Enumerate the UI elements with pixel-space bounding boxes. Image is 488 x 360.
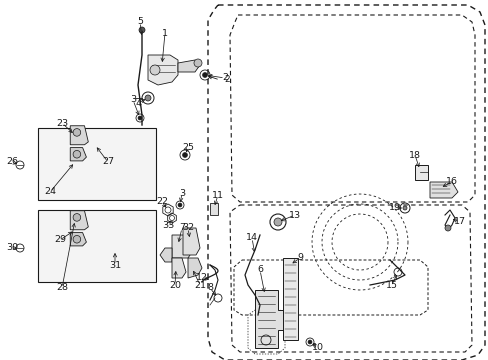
Text: 10: 10	[311, 343, 324, 352]
Polygon shape	[183, 228, 200, 255]
Text: 19: 19	[388, 203, 400, 212]
Polygon shape	[70, 211, 88, 230]
Polygon shape	[70, 148, 86, 161]
Text: 3: 3	[179, 189, 184, 198]
Polygon shape	[148, 55, 178, 85]
Circle shape	[145, 95, 151, 101]
Polygon shape	[254, 290, 285, 348]
Text: 11: 11	[212, 190, 224, 199]
Text: 33: 33	[162, 220, 174, 230]
Circle shape	[194, 59, 202, 67]
Text: 12: 12	[196, 274, 207, 283]
Text: 22: 22	[156, 198, 168, 207]
Text: 23: 23	[56, 118, 68, 127]
Text: 7: 7	[179, 224, 184, 233]
Text: 16: 16	[445, 177, 457, 186]
Text: 6: 6	[257, 266, 263, 274]
Polygon shape	[70, 126, 88, 145]
Text: 15: 15	[385, 280, 397, 289]
Text: 13: 13	[288, 211, 301, 220]
Text: 2: 2	[222, 73, 227, 82]
Circle shape	[178, 203, 182, 207]
Text: 3: 3	[130, 95, 136, 104]
Circle shape	[444, 225, 450, 231]
Circle shape	[73, 129, 81, 136]
Polygon shape	[70, 233, 86, 246]
Text: 2: 2	[224, 76, 229, 85]
Text: 26: 26	[6, 158, 18, 166]
Text: 27: 27	[102, 158, 114, 166]
Text: 29: 29	[54, 235, 66, 244]
Text: 18: 18	[408, 150, 420, 159]
Polygon shape	[178, 60, 200, 72]
Bar	[38, 210, 156, 282]
Circle shape	[273, 218, 282, 226]
Text: 31: 31	[109, 261, 121, 270]
Polygon shape	[429, 182, 457, 198]
Polygon shape	[172, 258, 185, 278]
Circle shape	[73, 150, 81, 158]
Polygon shape	[209, 203, 218, 215]
Circle shape	[402, 206, 406, 210]
Circle shape	[138, 116, 142, 120]
Text: 17: 17	[453, 217, 465, 226]
Text: 28: 28	[56, 284, 68, 292]
Polygon shape	[172, 235, 192, 258]
Circle shape	[202, 72, 207, 77]
Text: 25: 25	[182, 144, 194, 153]
Circle shape	[73, 235, 81, 243]
Text: 1: 1	[162, 28, 168, 37]
Circle shape	[307, 340, 311, 344]
Text: 24: 24	[44, 188, 56, 197]
Text: 14: 14	[245, 234, 258, 243]
Text: 8: 8	[206, 284, 213, 292]
Text: 21: 21	[194, 280, 205, 289]
Text: 30: 30	[6, 243, 18, 252]
Circle shape	[150, 65, 160, 75]
Circle shape	[139, 27, 145, 33]
Text: 9: 9	[296, 253, 303, 262]
Text: 5: 5	[137, 18, 142, 27]
Bar	[38, 128, 156, 200]
Circle shape	[73, 213, 81, 221]
Polygon shape	[283, 258, 297, 340]
Text: 4: 4	[135, 99, 141, 108]
Polygon shape	[414, 165, 427, 180]
Text: 32: 32	[182, 224, 194, 233]
Polygon shape	[187, 258, 202, 278]
Circle shape	[182, 153, 187, 158]
Polygon shape	[160, 248, 172, 262]
Text: 20: 20	[169, 280, 181, 289]
